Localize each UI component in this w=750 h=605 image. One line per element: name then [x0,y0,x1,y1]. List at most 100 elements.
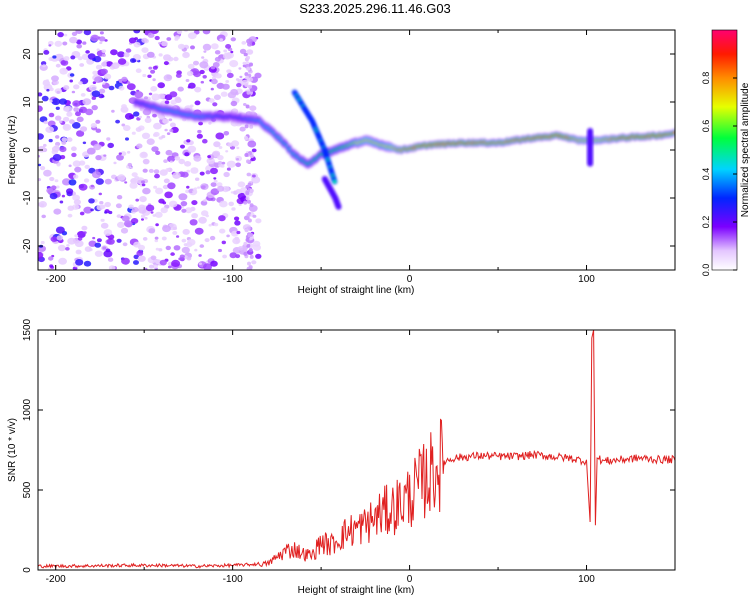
noise-blob [158,53,163,57]
noise-blob [199,244,205,248]
noise-blob [169,129,174,133]
noise-blob [61,194,65,198]
noise-blob [115,119,120,124]
noise-blob [205,170,211,175]
spectrogram-plot-area [38,30,675,270]
noise-blob [141,183,146,187]
noise-blob [157,82,165,89]
noise-blob [53,208,62,215]
noise-blob [212,102,218,107]
noise-blob [81,225,88,231]
noise-blob [74,234,79,238]
noise-blob [85,108,94,116]
noise-blob [161,135,166,139]
noise-blob [152,214,157,217]
noise-blob [82,41,87,45]
noise-blob [246,159,250,164]
noise-blob [153,169,160,174]
noise-blob [198,121,204,126]
noise-blob [48,256,54,261]
noise-blob [121,104,127,109]
noise-blob [95,119,101,124]
noise-blob [71,31,78,36]
noise-blob [83,30,92,36]
noise-blob [43,169,52,177]
noise-blob [192,190,196,194]
noise-blob [50,236,58,242]
spectrogram-branch [321,175,342,210]
noise-blob [64,105,73,113]
noise-blob [38,201,47,208]
noise-blob [246,172,252,177]
noise-blob [159,259,167,266]
noise-blob [105,61,114,67]
noise-blob [87,53,96,60]
noise-blob [189,104,194,108]
noise-blob [130,218,139,224]
noise-blob [202,75,207,79]
noise-blob [137,255,146,262]
noise-blob [246,90,251,95]
noise-blob [131,131,136,135]
noise-blob [107,257,114,262]
x-tick-label: -100 [223,274,243,285]
noise-blob [251,260,257,265]
noise-blob [90,34,100,42]
noise-blob [180,44,185,49]
noise-blob [54,179,59,183]
noise-blob [208,121,212,125]
noise-blob [72,100,81,107]
branch-blob [587,160,594,167]
noise-blob [226,167,231,171]
noise-blob [166,132,171,136]
noise-blob [68,179,77,186]
noise-blob [248,84,252,89]
noise-blob [128,204,134,209]
noise-blob [99,201,104,205]
noise-blob [208,258,213,262]
noise-blob [82,141,87,145]
spectrogram-main-trace [133,96,675,170]
noise-blob [230,37,236,42]
noise-blob [146,138,155,145]
noise-blob [165,168,171,172]
noise-blob [148,168,154,173]
noise-blob [186,169,191,173]
noise-blob [198,216,207,224]
noise-blob [158,248,163,252]
noise-blob [83,178,90,183]
noise-blob [103,73,112,80]
noise-blob [75,111,81,117]
noise-blob [148,92,153,96]
noise-blob [193,71,201,78]
spectrogram-heatmap [38,30,675,270]
noise-blob [57,244,66,252]
noise-blob [92,171,101,179]
noise-blob [72,160,81,167]
noise-blob [191,213,199,219]
noise-blob [69,79,73,83]
noise-blob [104,178,112,185]
noise-blob [101,61,107,67]
figure-title: S233.2025.296.11.46.G03 [299,1,451,16]
noise-blob [236,83,242,88]
noise-blob [73,84,80,90]
noise-blob [226,234,230,238]
noise-blob [49,87,54,92]
noise-blob [235,189,242,194]
noise-blob [158,42,162,45]
noise-blob [247,261,251,266]
x-tick-label: 100 [578,274,595,285]
noise-blob [142,168,148,173]
noise-blob [49,99,53,103]
noise-blob [57,31,64,38]
noise-blob [217,155,224,161]
noise-blob [51,75,59,82]
noise-blob [140,214,146,218]
noise-blob [95,155,102,161]
noise-blob [203,199,207,202]
noise-blob [79,211,85,216]
noise-blob [126,81,131,85]
noise-blob [38,133,44,140]
